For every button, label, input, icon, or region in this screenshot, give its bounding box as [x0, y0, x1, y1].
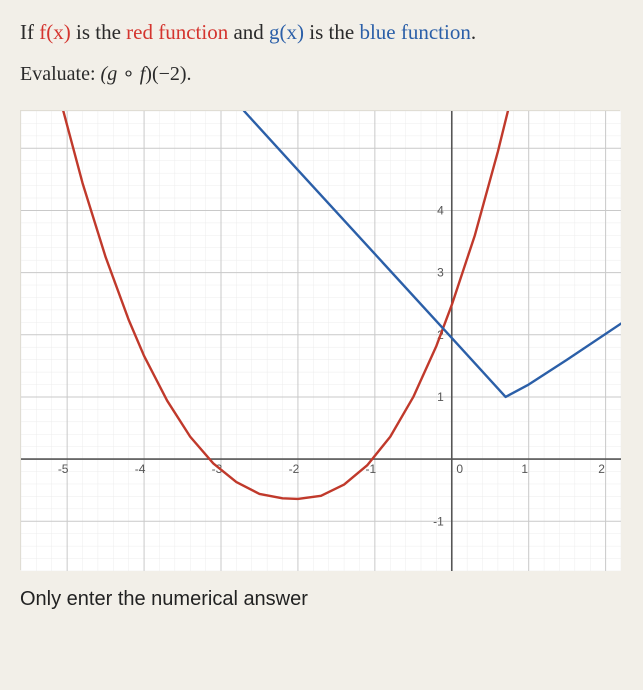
evaluate-expression: (g ∘ f)(−2). [101, 63, 192, 85]
prompt-mid2: and [228, 20, 269, 44]
prompt-mid1: is the [71, 20, 126, 44]
evaluate-line: Evaluate: (g ∘ f)(−2). [20, 61, 623, 86]
blue-phrase: blue function [359, 20, 470, 44]
svg-text:1: 1 [437, 390, 444, 404]
svg-text:-4: -4 [135, 462, 146, 476]
prompt-mid3: is the [304, 20, 359, 44]
prompt-line: If f(x) is the red function and g(x) is … [20, 18, 623, 47]
svg-text:3: 3 [437, 266, 444, 280]
footer-instruction: Only enter the numerical answer [20, 588, 623, 611]
svg-text:-2: -2 [289, 462, 300, 476]
chart-svg: -5-4-3-2-1012-11234 [21, 111, 621, 571]
red-phrase: red function [126, 20, 228, 44]
expr-close: )(−2). [145, 63, 191, 85]
fx-symbol: f(x) [39, 20, 70, 44]
prompt-suffix: . [471, 20, 476, 44]
gx-symbol: g(x) [269, 20, 304, 44]
svg-text:2: 2 [598, 462, 605, 476]
svg-text:0: 0 [456, 462, 463, 476]
svg-text:-1: -1 [433, 515, 444, 529]
svg-text:-5: -5 [58, 462, 69, 476]
prompt-prefix: If [20, 20, 39, 44]
evaluate-label: Evaluate: [20, 63, 101, 85]
function-chart: -5-4-3-2-1012-11234 [20, 110, 620, 570]
svg-text:1: 1 [521, 462, 528, 476]
expr-open: (g [101, 63, 118, 85]
expr-compose: ∘ [117, 63, 140, 85]
svg-text:4: 4 [437, 204, 444, 218]
